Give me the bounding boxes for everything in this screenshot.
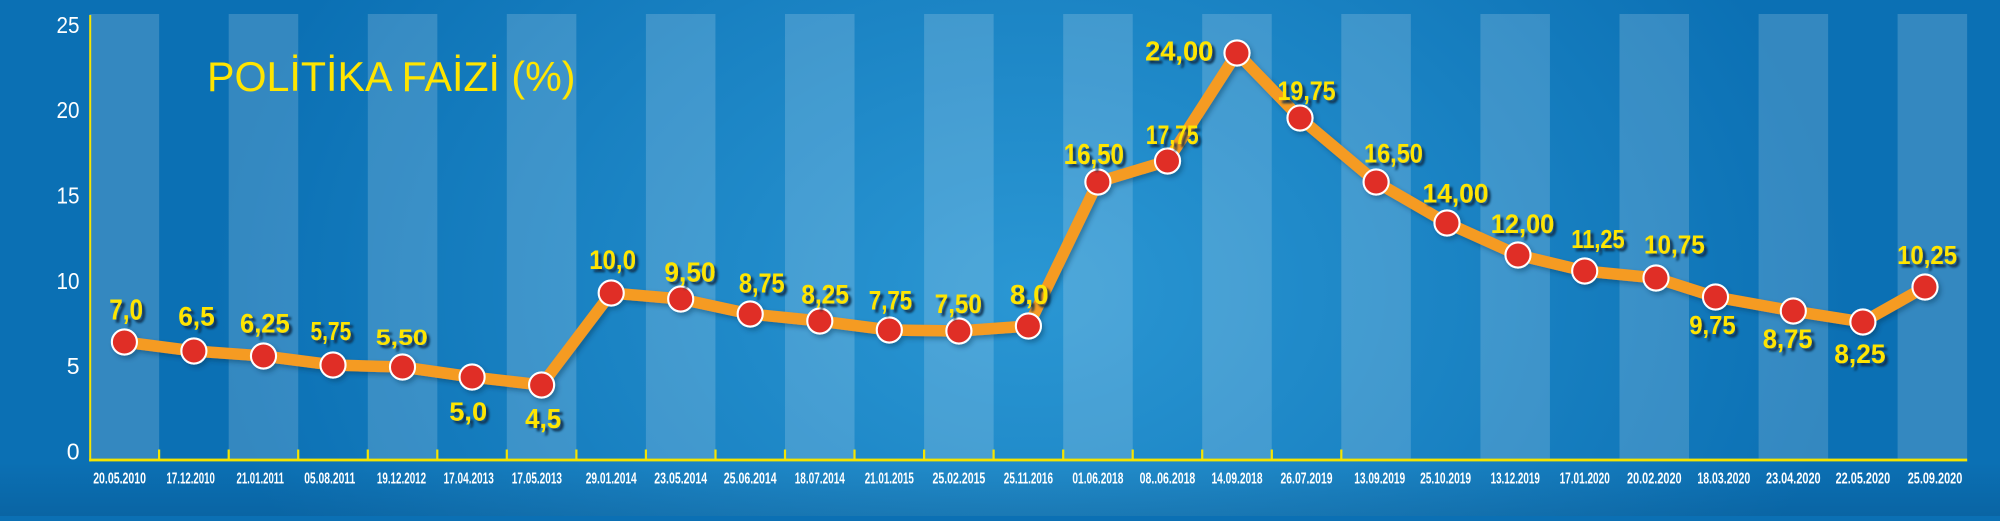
svg-text:10,0: 10,0 [589,245,636,275]
svg-text:17.05.2013: 17.05.2013 [512,471,562,488]
svg-text:8,75: 8,75 [1763,324,1813,354]
svg-text:8,0: 8,0 [1010,279,1049,310]
svg-text:01.06.2018: 01.06.2018 [1072,471,1123,488]
svg-text:08..06.2018: 08..06.2018 [1140,471,1196,488]
svg-text:19.12.2012: 19.12.2012 [377,471,426,488]
svg-text:29.01.2014: 29.01.2014 [586,471,637,488]
svg-text:23.04.2020: 23.04.2020 [1766,471,1821,488]
svg-text:19,75: 19,75 [1278,75,1336,106]
svg-text:22.05.2020: 22.05.2020 [1836,471,1891,488]
svg-text:10,25: 10,25 [1897,240,1957,270]
svg-text:5: 5 [67,353,80,379]
svg-text:8,25: 8,25 [801,278,849,309]
svg-text:18.07.2014: 18.07.2014 [795,471,845,488]
svg-text:12,00: 12,00 [1491,208,1555,239]
svg-text:21.01.2015: 21.01.2015 [865,471,914,488]
svg-text:26.07.2019: 26.07.2019 [1281,471,1333,488]
svg-text:05.08.2011: 05.08.2011 [304,471,355,488]
svg-text:10,75: 10,75 [1644,230,1705,260]
svg-text:13.09.2019: 13.09.2019 [1354,471,1405,488]
svg-text:17.04.2013: 17.04.2013 [444,471,494,488]
svg-text:0: 0 [67,438,80,464]
svg-text:10: 10 [57,268,80,294]
svg-text:25: 25 [57,12,80,38]
svg-text:8,25: 8,25 [1834,339,1885,369]
svg-text:25.06.2014: 25.06.2014 [724,471,777,488]
svg-text:23.05.2014: 23.05.2014 [654,471,707,488]
svg-text:9,50: 9,50 [664,256,715,287]
svg-text:9,75: 9,75 [1689,312,1735,340]
svg-text:20.02.2020: 20.02.2020 [1627,471,1682,488]
svg-text:11,25: 11,25 [1571,226,1624,254]
svg-text:6,5: 6,5 [178,302,215,332]
svg-text:14,00: 14,00 [1423,179,1489,209]
svg-text:17.12.2010: 17.12.2010 [167,471,215,488]
svg-text:24,00: 24,00 [1145,35,1213,66]
svg-text:21.01.2011: 21.01.2011 [237,471,285,488]
svg-text:7,0: 7,0 [109,295,143,327]
svg-text:25.11.2016: 25.11.2016 [1004,471,1053,488]
svg-text:25.09.2020: 25.09.2020 [1908,471,1963,488]
svg-text:25.02.2015: 25.02.2015 [933,471,986,488]
svg-text:5,0: 5,0 [449,397,487,427]
svg-text:5,50: 5,50 [376,325,428,350]
svg-text:4,5: 4,5 [525,403,561,434]
svg-text:20: 20 [57,97,80,123]
svg-text:7,75: 7,75 [869,286,912,316]
svg-text:7,50: 7,50 [935,289,982,319]
svg-text:25.10.2019: 25.10.2019 [1420,471,1471,488]
svg-text:5,75: 5,75 [311,318,352,346]
svg-text:16,50: 16,50 [1064,139,1124,171]
svg-text:13.12.2019: 13.12.2019 [1491,471,1540,488]
svg-text:15: 15 [57,183,80,209]
svg-text:17.01.2020: 17.01.2020 [1560,471,1610,488]
svg-text:8,75: 8,75 [739,268,785,299]
svg-text:18.03.2020: 18.03.2020 [1697,471,1750,488]
svg-text:POLİTİKA FAİZİ (%): POLİTİKA FAİZİ (%) [207,53,576,100]
svg-text:14.09.2018: 14.09.2018 [1212,471,1263,488]
svg-text:17,75: 17,75 [1146,119,1199,150]
svg-text:20.05.2010: 20.05.2010 [93,471,146,488]
svg-text:16,50: 16,50 [1364,138,1423,169]
svg-text:6,25: 6,25 [240,309,290,339]
